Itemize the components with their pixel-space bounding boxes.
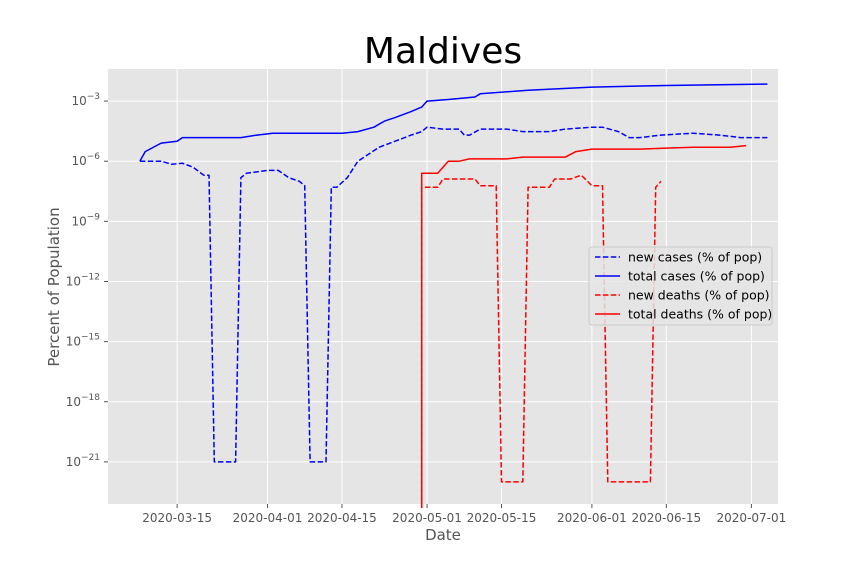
- y-tick-label: 10−3: [71, 92, 100, 108]
- x-axis-title: Date: [425, 526, 461, 544]
- y-tick-base: 10: [66, 395, 81, 409]
- y-tick-base: 10: [66, 455, 81, 469]
- y-tick-label: 10−12: [66, 272, 100, 288]
- legend-label: new deaths (% of pop): [628, 288, 770, 303]
- x-tick-label: 2020-05-01: [392, 511, 462, 525]
- series-line-total-deaths: [420, 144, 747, 508]
- y-axis-title: Percent of Population: [45, 207, 63, 366]
- x-tick-label: 2020-05-15: [467, 511, 537, 525]
- x-tick-label: 2020-04-01: [233, 511, 303, 525]
- y-tick-label: 10−15: [66, 333, 100, 349]
- x-tick-label: 2020-04-15: [307, 511, 377, 525]
- legend-label: total cases (% of pop): [628, 269, 765, 284]
- y-tick-base: 10: [71, 154, 86, 168]
- y-tick-base: 10: [66, 274, 81, 288]
- chart-title: Maldives: [364, 31, 522, 72]
- y-tick-base: 10: [71, 214, 86, 228]
- y-tick-power: −6: [87, 152, 101, 162]
- series-line-new-deaths: [420, 174, 662, 508]
- x-tick-label: 2020-06-01: [557, 511, 627, 525]
- x-tick-label: 2020-07-01: [717, 511, 787, 525]
- legend-label: total deaths (% of pop): [628, 307, 772, 322]
- y-tick-base: 10: [71, 94, 86, 108]
- y-tick-power: −3: [87, 92, 100, 102]
- y-tick-power: −12: [81, 272, 100, 282]
- series-line-new-cases: [139, 126, 768, 463]
- y-tick-label: 10−21: [66, 453, 100, 469]
- x-axis-ticks: 2020-03-15 2020-04-01 2020-04-15 2020-05-01…: [142, 504, 786, 525]
- y-tick-label: 10−9: [71, 212, 100, 228]
- y-tick-power: −9: [87, 212, 101, 222]
- y-tick-power: −18: [81, 393, 100, 403]
- legend-label: new cases (% of pop): [628, 250, 762, 265]
- series-layer: [139, 83, 768, 508]
- y-tick-label: 10−6: [71, 152, 100, 168]
- y-tick-power: −21: [81, 453, 100, 463]
- legend-box: [588, 246, 773, 326]
- y-tick-label: 10−18: [66, 393, 101, 409]
- y-tick-power: −15: [81, 333, 100, 343]
- series-line-total-cases: [139, 83, 768, 162]
- y-tick-base: 10: [66, 335, 81, 349]
- x-tick-label: 2020-06-15: [631, 511, 701, 525]
- x-tick-label: 2020-03-15: [142, 511, 212, 525]
- legend: new cases (% of pop) total cases (% of po…: [588, 246, 773, 326]
